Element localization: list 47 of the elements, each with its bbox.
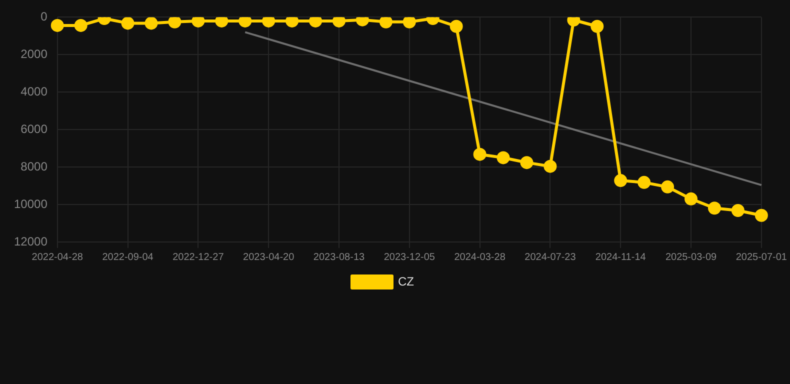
x-tick-label: 2024-03-28 [454,252,506,263]
point [520,156,534,170]
point [74,18,88,32]
point [192,17,205,28]
point [731,204,744,218]
x-tick-label: 2023-12-05 [384,252,436,263]
point [754,208,768,222]
y-tick-label: 2000 [20,46,48,61]
legend-label: CZ [398,274,414,288]
x-tick-label: 2023-04-20 [243,252,295,263]
y-tick-label: 12000 [14,234,48,248]
y-tick-label: 10000 [14,196,48,211]
point [121,17,134,30]
point [168,17,182,28]
point [638,176,651,189]
x-tick-label: 2022-04-28 [32,252,84,263]
point [402,17,416,28]
x-tick-label: 2025-03-09 [665,252,718,263]
point [238,17,252,28]
point [50,18,64,32]
point [286,17,299,28]
x-tick-label: 2025-07-01 [736,252,788,263]
y-tick-label: 0 [40,10,48,24]
x-tick-label: 2022-09-04 [102,252,154,263]
y-tick-label: 6000 [20,122,48,136]
point [473,148,486,161]
point [661,180,674,194]
point [544,160,557,173]
y-tick-label: 8000 [20,159,48,174]
point [708,202,721,215]
point [567,17,580,27]
x-tick-label: 2024-11-14 [595,252,646,263]
point [262,17,276,28]
point [590,20,604,33]
point [215,17,228,28]
y-tick-label: 4000 [20,84,48,98]
point [614,174,628,188]
x-tick-label: 2024-07-23 [524,252,576,263]
x-tick-label: 2023-08-13 [313,252,366,263]
point [332,17,346,28]
point [379,17,392,28]
point [309,17,322,28]
point [496,151,510,164]
point [684,192,698,206]
x-tick-label: 2022-12-27 [172,252,224,263]
point [450,20,463,33]
point [144,17,158,30]
